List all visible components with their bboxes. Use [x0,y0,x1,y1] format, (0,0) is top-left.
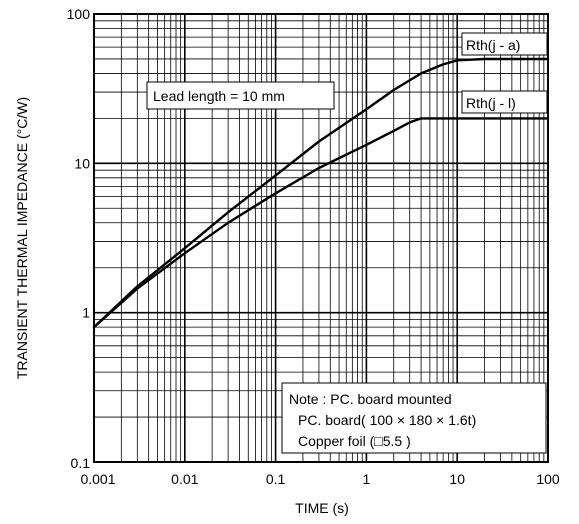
x-tick-label: 0.1 [266,471,286,487]
y-tick-label: 10 [74,155,90,171]
lead-length-annotation: Lead length = 10 mm [153,88,285,104]
plot-frame [93,13,549,463]
note-line-2: PC. board( 100 × 180 × 1.6t) [298,412,476,428]
series-label-box-rth-jl [461,90,548,114]
x-tick-label: 10 [449,471,465,487]
y-tick-label: 100 [67,6,91,22]
y-axis-title: TRANSIENT THERMAL IMPEDANCE (°C/W) [14,97,30,379]
x-tick-label: 1 [363,471,371,487]
series-label-box-rth-ja [461,32,548,56]
series-layer [92,57,550,329]
x-axis-title: TIME (s) [295,500,349,516]
x-tick-label: 100 [536,471,560,487]
y-tick-label: 0.1 [71,455,91,471]
series-line-rth-jl [92,117,550,329]
note-box [281,382,547,454]
series-line-rth-ja [92,57,550,329]
x-tick-label: 0.01 [171,471,198,487]
lead-length-box [146,81,335,110]
series-label-rth-jl: Rth(j - l) [466,95,516,111]
y-tick-label: 1 [82,305,90,321]
series-label-rth-ja: Rth(j - a) [466,37,520,53]
note-line-3: Copper foil (□5.5 ) [298,433,411,449]
note-line-1: Note : PC. board mounted [289,391,452,407]
x-tick-label: 0.001 [80,471,115,487]
